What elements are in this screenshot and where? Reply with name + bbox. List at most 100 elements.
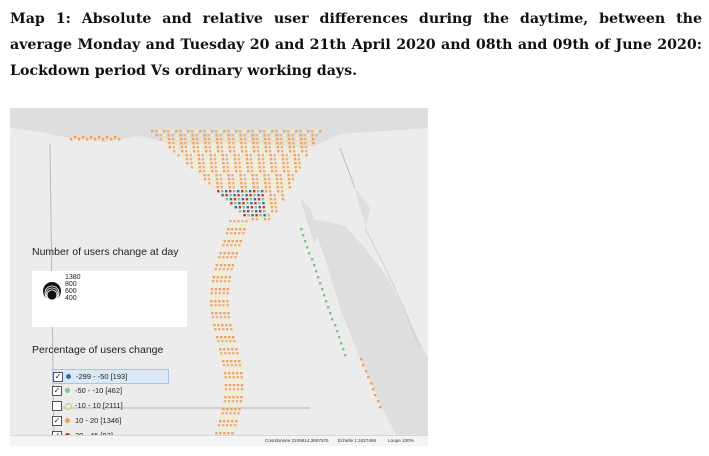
grid-cell [215, 170, 218, 173]
grid-cell [228, 376, 231, 379]
grid-cell [240, 182, 243, 185]
grid-cell [272, 186, 275, 189]
legend-item[interactable]: -10 - 10 [2111] [52, 399, 172, 412]
grid-cell [233, 356, 236, 359]
grid-cell [216, 260, 220, 263]
grid-cell [273, 150, 276, 153]
grid-cell [227, 174, 230, 177]
legend-item[interactable]: ✓ 10 - 20 [1346] [52, 414, 172, 427]
grid-cell [291, 138, 295, 141]
grid-cell [238, 232, 241, 235]
grid-cell [259, 174, 262, 177]
grid-cell [255, 218, 259, 221]
zoom-readout[interactable]: Loupe 100% [388, 438, 414, 443]
grid-cell [203, 134, 206, 137]
grid-cell [192, 146, 195, 149]
grid-cell [229, 158, 233, 161]
grid-cell [209, 158, 213, 161]
grid-cell [180, 142, 183, 145]
grid-cell [238, 202, 241, 205]
grid-cell [247, 134, 250, 137]
grid-cell [82, 136, 85, 139]
grid-cell [236, 388, 240, 391]
grid-cell [374, 394, 377, 397]
grid-cell [236, 416, 239, 419]
grid-cell [281, 150, 284, 153]
grid-cell [224, 182, 227, 185]
grid-cell [299, 130, 302, 133]
grid-cell [286, 162, 289, 165]
grid-cell [220, 320, 223, 323]
legend-size-title: Number of users change at day [32, 246, 179, 258]
grid-cell [221, 360, 225, 363]
legend-item[interactable]: ✓ -50 - -10 [462] [52, 384, 172, 397]
grid-cell [232, 142, 235, 145]
checkbox[interactable]: ✓ [52, 386, 62, 396]
grid-cell [219, 264, 223, 267]
grid-cell [171, 130, 174, 133]
grid-cell [239, 400, 243, 403]
grid-cell [223, 284, 226, 287]
checkbox[interactable] [52, 401, 62, 411]
checkbox[interactable]: ✓ [52, 416, 62, 426]
legend-item[interactable]: ✓ -299 - -50 [193] [52, 369, 169, 384]
grid-cell [260, 142, 263, 145]
grid-cell [220, 146, 223, 149]
grid-cell [287, 170, 290, 173]
grid-cell [238, 364, 242, 367]
grid-cell [212, 142, 215, 145]
grid-cell [279, 134, 282, 137]
grid-cell [216, 320, 219, 323]
grid-cell [313, 264, 316, 267]
grid-cell [225, 190, 228, 193]
grid-cell [277, 190, 280, 193]
grid-cell [242, 206, 245, 209]
grid-cell [180, 146, 183, 149]
grid-cell [244, 142, 247, 145]
grid-cell [209, 154, 212, 157]
grid-cell [317, 276, 320, 279]
grid-cell [187, 138, 191, 141]
grid-cell [232, 336, 235, 339]
grid-cell [291, 174, 294, 177]
grid-cell [233, 220, 236, 223]
grid-cell [226, 408, 229, 411]
grid-cell [216, 182, 219, 185]
grid-cell [175, 138, 179, 141]
grid-cell [224, 352, 227, 355]
grid-cell [176, 142, 179, 145]
grid-cell [211, 134, 214, 137]
grid-cell [234, 364, 238, 367]
grid-cell [232, 396, 235, 399]
grid-cell [102, 138, 105, 141]
grid-cell [210, 296, 213, 299]
grid-cell [231, 130, 234, 133]
grid-cell [223, 178, 227, 181]
grid-cell [271, 178, 275, 181]
grid-cell [223, 174, 226, 177]
grid-cell [268, 146, 271, 149]
grid-cell [275, 130, 278, 133]
grid-cell [159, 138, 163, 141]
grid-cell [218, 296, 221, 299]
grid-cell [311, 130, 314, 133]
grid-cell [222, 292, 225, 295]
checkbox[interactable]: ✓ [53, 372, 63, 382]
grid-cell [222, 162, 225, 165]
grid-cell [284, 142, 287, 145]
scale-readout[interactable]: Échelle 1:3427466 [338, 438, 377, 443]
grid-cell [228, 146, 231, 149]
grid-cell [225, 340, 228, 343]
grid-cell [287, 174, 290, 177]
map-view[interactable]: Number of users change at day 1380 800 6… [10, 108, 428, 446]
grid-cell [231, 404, 234, 407]
grid-cell [234, 166, 237, 169]
grid-cell [220, 352, 223, 355]
grid-cell [227, 170, 230, 173]
grid-cell [227, 348, 230, 351]
grid-cell [218, 256, 221, 259]
grid-cell [232, 248, 236, 251]
grid-cell [231, 174, 234, 177]
grid-cell [240, 376, 243, 379]
grid-cell [223, 252, 226, 255]
